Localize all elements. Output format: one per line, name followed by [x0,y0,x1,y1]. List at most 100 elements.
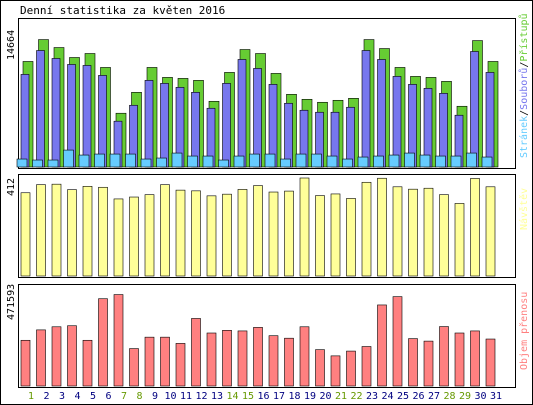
day-label-6: 6 [105,391,111,402]
legend-separator-2: / [519,62,530,68]
day-label-10: 10 [164,391,176,402]
pages-bar-day-8 [125,153,136,168]
visits-bar-day-20 [315,195,325,277]
visits-bar-day-2 [36,184,46,277]
files-bar-day-22 [346,106,355,168]
day-label-3: 3 [59,391,65,402]
visits-bar-day-15 [237,189,248,277]
pages-bar-day-6 [94,153,105,168]
visits-bar-day-19 [299,177,310,277]
day-label-25: 25 [397,391,409,402]
files-bar-day-16 [253,68,262,168]
files-bar-day-1 [20,74,30,168]
kbytes-bar-day-22 [346,350,356,387]
visits-bar-day-29 [454,203,465,277]
day-label-17: 17 [273,391,285,402]
files-bar-day-25 [392,76,402,168]
pages-bar-day-20 [311,153,322,168]
kbytes-bar-day-26 [408,338,418,387]
visits-bar-day-1 [20,192,31,277]
pages-bar-day-15 [233,155,245,168]
kbytes-bar-day-29 [454,332,465,387]
day-label-30: 30 [474,391,486,402]
kbytes-bar-day-12 [191,318,201,387]
kbytes-bar-day-14 [222,330,232,387]
day-label-11: 11 [180,391,192,402]
kbytes-bar-day-24 [377,304,387,387]
day-label-19: 19 [304,391,316,402]
kbytes-bar-day-2 [36,329,46,387]
pages-bar-day-12 [187,155,198,168]
files-bar-day-3 [51,58,61,168]
visits-bar-day-6 [98,186,108,277]
day-label-20: 20 [319,391,331,402]
kbytes-bar-day-9 [144,336,155,387]
day-label-16: 16 [257,391,269,402]
day-label-15: 15 [242,391,254,402]
files-bar-day-23 [361,50,371,168]
kbytes-bar-day-25 [392,296,403,387]
kbytes-bar-day-20 [315,349,325,387]
panel2-legend-visits: Návštěv [518,188,530,230]
kbytes-bar-day-11 [175,343,186,387]
files-bar-day-30 [470,51,479,168]
kbytes-bar-day-5 [82,339,93,387]
day-label-12: 12 [195,391,207,402]
visits-bar-day-11 [175,189,186,277]
chart-title: Denní statistika za květen 2016 [20,4,225,17]
visits-bar-day-28 [439,194,449,277]
files-bar-day-9 [144,80,154,168]
panel1-legend: Stránek/Souborů/Přístupů [518,13,530,158]
pages-bar-day-4 [63,149,74,168]
kbytes-bar-day-21 [330,355,341,387]
pages-bar-day-5 [78,154,90,168]
pages-bar-day-25 [388,154,400,168]
day-label-26: 26 [412,391,424,402]
day-label-23: 23 [366,391,378,402]
visits-bar-day-30 [470,178,480,277]
day-label-18: 18 [288,391,300,402]
kbytes-bar-day-18 [284,337,294,387]
pages-bar-day-22 [342,158,353,168]
day-label-24: 24 [381,391,393,402]
day-label-31: 31 [490,391,502,402]
kbytes-bar-day-19 [299,326,310,387]
day-label-1: 1 [28,391,34,402]
visits-bar-day-7 [113,198,124,277]
files-bar-day-14 [222,83,231,168]
visits-bar-day-21 [330,193,341,277]
visits-bar-day-3 [51,183,62,277]
pages-bar-day-9 [140,158,152,168]
visits-bar-day-27 [423,187,434,277]
kbytes-bar-day-30 [470,330,480,387]
pages-bar-day-16 [249,153,260,168]
visits-bar-day-16 [253,185,263,277]
panel2-ymax-label: 412 [6,178,17,196]
visits-bar-day-4 [67,189,77,277]
pages-bar-day-11 [171,152,183,168]
files-bar-day-10 [160,83,169,168]
pages-bar-day-28 [435,155,446,168]
kbytes-bar-day-15 [237,330,248,387]
day-label-21: 21 [335,391,347,402]
panel3-ymax-label: 471593 [6,284,17,320]
kbytes-bar-day-7 [113,294,124,387]
pages-bar-day-23 [357,156,369,168]
day-label-4: 4 [74,391,80,402]
pages-bar-day-21 [326,155,338,168]
kbytes-bar-day-16 [253,327,263,387]
pages-bar-day-26 [404,152,415,168]
visits-bar-day-10 [160,184,170,277]
kbytes-bar-day-1 [20,339,31,387]
visits-bar-day-22 [346,198,356,277]
files-bar-day-15 [237,59,247,168]
day-label-29: 29 [459,391,471,402]
kbytes-bar-day-28 [439,326,449,387]
day-axis-labels: 1 2 3 4 5 6 7 8 9 10 11 12 13 14 15 16 17 18 19 20 21 22 23 24 2… [28,391,502,402]
panel3-bars [20,294,496,387]
pages-bar-day-18 [280,158,291,168]
legend-files: Souborů [518,68,530,110]
kbytes-bar-day-23 [361,346,372,387]
legend-pages: Stránek [518,116,530,158]
pages-bar-day-30 [466,152,477,168]
